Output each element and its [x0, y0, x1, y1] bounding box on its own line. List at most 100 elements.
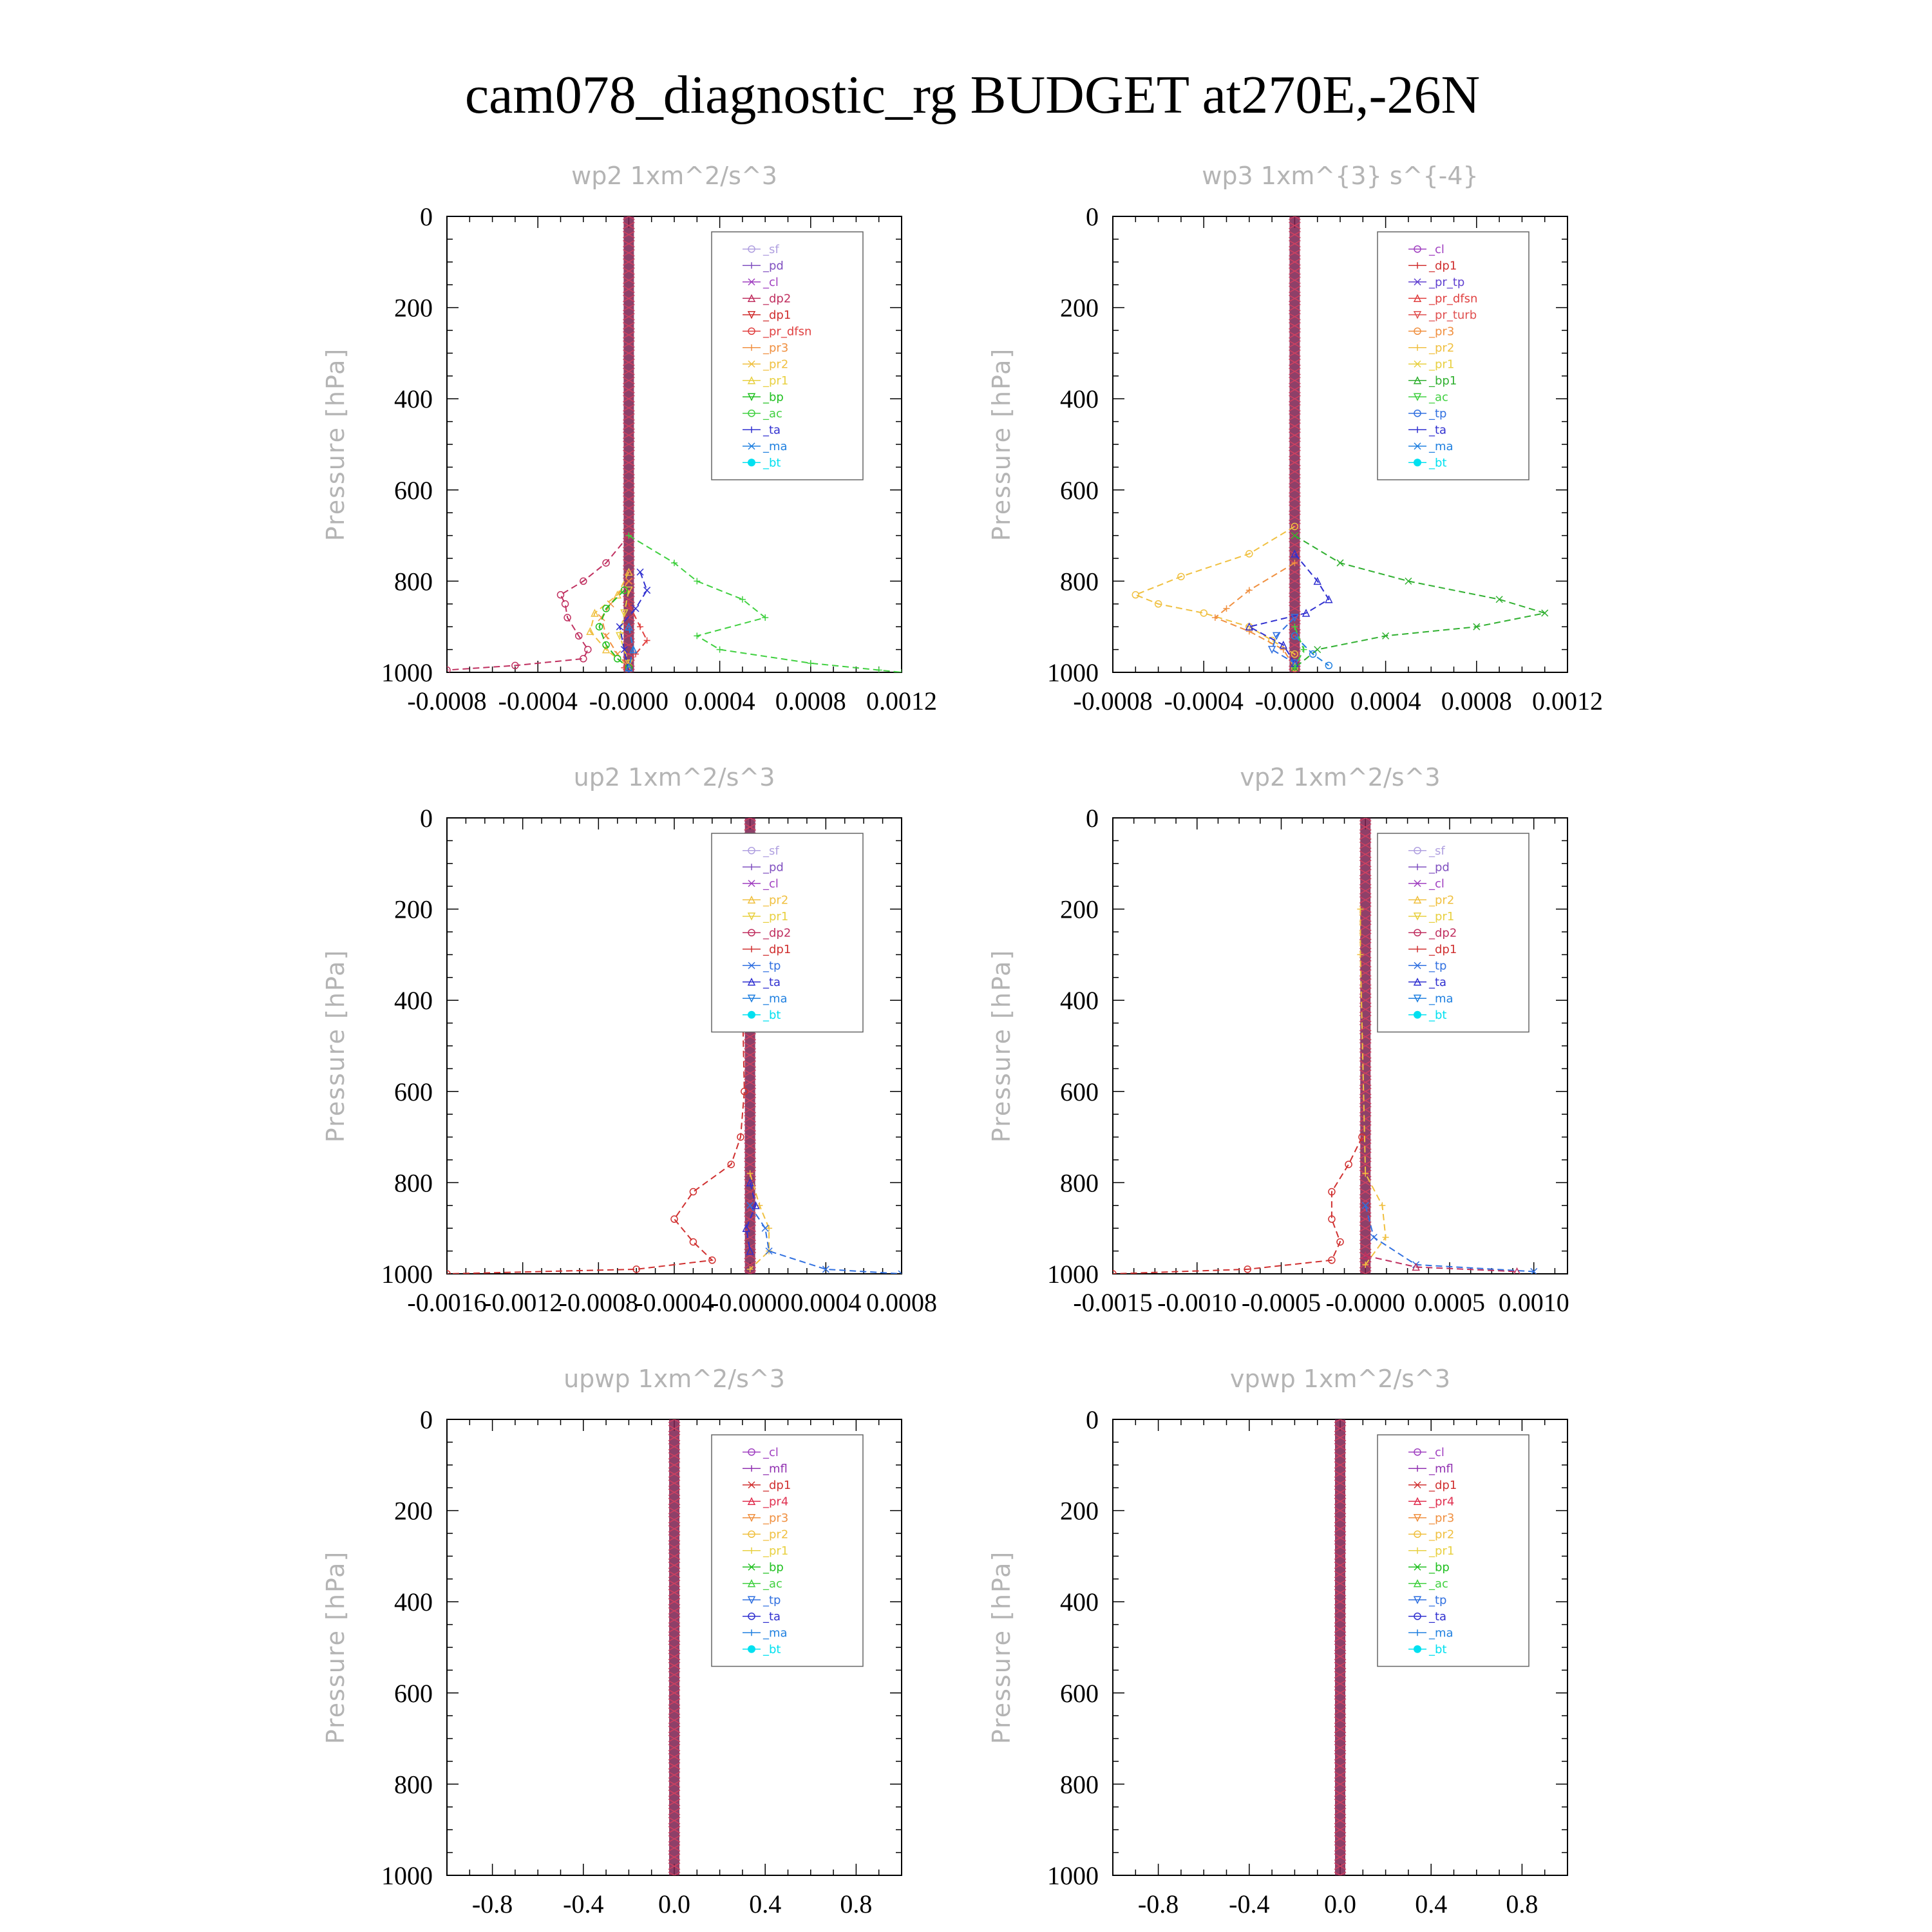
chart-panel-2: up2 1xm^2/s^3 Pressure [hPa] -0.0016-0.001…: [321, 763, 937, 1317]
legend-box: [711, 231, 864, 480]
series-point-_tp: [761, 1224, 769, 1232]
series-line-_tp: [1271, 617, 1296, 664]
legend-swatch-marker: [1414, 864, 1421, 871]
zero-profile-marker: [1334, 1571, 1347, 1578]
series-point-_tp: [1291, 614, 1299, 622]
zero-profile-marker: [1289, 395, 1301, 402]
series-point-_pr2: [1132, 591, 1140, 599]
zero-profile-marker: [1289, 568, 1301, 576]
legend-item-label: _pr1: [762, 1544, 788, 1558]
zero-profile-marker: [1289, 276, 1301, 284]
series-point-_pr2: [1245, 550, 1253, 558]
zero-profile-marker: [623, 216, 635, 220]
zero-profile-marker: [1334, 1826, 1347, 1833]
legend-box: [1377, 833, 1530, 1033]
series-point-_pr2: [1177, 573, 1185, 581]
series-point-_pr2: [766, 1225, 773, 1232]
zero-profile-marker: [1289, 605, 1301, 612]
zero-profile-marker: [623, 422, 635, 430]
zero-profile-marker: [1334, 1853, 1347, 1861]
legend: _sf _pd _cl _pr2 _pr1 _dp2 _dp1 _tp _ta _ma _bt: [1377, 833, 1530, 1033]
zero-profile-marker: [744, 1160, 757, 1168]
zero-profile-marker: [1359, 1206, 1372, 1214]
legend-swatch-marker: [747, 376, 756, 384]
zero-profile-marker: [1334, 1707, 1347, 1715]
series-point-_ta: [643, 587, 651, 594]
series-point-_ta: [636, 568, 644, 576]
zero-profile-marker: [1334, 1561, 1347, 1569]
legend-swatch-marker: [1414, 945, 1421, 952]
legend-item-label: _bt: [762, 1009, 781, 1022]
series-point-_dp1: [708, 1256, 716, 1264]
legend-swatch-marker: [747, 1497, 756, 1505]
zero-profile-marker: [668, 1598, 681, 1605]
series-line-_dp2: [1365, 1255, 1517, 1273]
zero-profile-marker: [1359, 1151, 1372, 1159]
series-point-_bp: [595, 623, 603, 630]
zero-profile-marker: [668, 1771, 681, 1779]
legend-item-label: _dp2: [762, 292, 791, 305]
zero-profile-marker: [1289, 249, 1301, 257]
y-tick-label: 400: [1060, 1587, 1099, 1616]
y-tick-label: 1000: [1047, 1260, 1099, 1289]
series-point-_pr2: [1379, 1202, 1386, 1209]
legend-item-label: _pr_turb: [1428, 308, 1477, 322]
y-tick-label: 400: [394, 1587, 433, 1616]
x-tick-label: 0.8: [1506, 1889, 1538, 1918]
series-point-_ma: [625, 663, 633, 672]
zero-profile-marker: [1334, 1525, 1347, 1533]
legend-swatch-marker: [748, 442, 755, 450]
legend-item-label: _tp: [1428, 407, 1446, 421]
series-point-_ta: [632, 605, 639, 612]
zero-profile-marker: [623, 231, 635, 238]
series-line-_ma: [1294, 635, 1329, 667]
legend-item-label: _ac: [1428, 390, 1448, 404]
series-point-_pr2: [1362, 1170, 1369, 1177]
x-tick-label: -0.4: [563, 1889, 603, 1918]
zero-profile-marker: [668, 1589, 681, 1596]
zero-profile-marker: [623, 395, 635, 402]
series-point-_pr2: [625, 567, 633, 576]
zero-profile-marker: [1334, 1698, 1347, 1706]
y-tick-label: 200: [1060, 294, 1099, 323]
series-point-_dp1: [1358, 1133, 1366, 1141]
zero-profile-marker: [668, 1506, 681, 1515]
zero-profile-marker: [1289, 331, 1301, 339]
series-point-_ac: [1300, 646, 1307, 653]
zero-profile-marker: [623, 276, 635, 284]
series-point-_pr2: [1200, 609, 1208, 617]
zero-profile-marker: [744, 1051, 757, 1059]
legend-item-label: _pr3: [1428, 325, 1454, 338]
legend-item-label: _pd: [762, 860, 784, 874]
zero-profile-marker: [1289, 404, 1301, 412]
y-tick-label: 0: [420, 202, 433, 231]
legend-swatch-marker: [1414, 1448, 1421, 1456]
series-point-_tp: [898, 1270, 902, 1274]
zero-profile-marker: [623, 313, 635, 321]
zero-profile-marker: [668, 1534, 681, 1542]
legend-item-label: _tp: [762, 959, 781, 972]
zero-profile-marker: [1334, 1616, 1347, 1624]
zero-profile-marker: [668, 1552, 681, 1560]
legend-swatch-marker: [1413, 1514, 1422, 1522]
zero-profile-marker: [1334, 1817, 1347, 1824]
series-point-_dp2: [561, 600, 569, 608]
x-tick-label: -0.0000: [1326, 1288, 1405, 1317]
y-axis-label: Pressure [hPa]: [321, 949, 350, 1143]
series-point-_pr2: [601, 645, 611, 654]
zero-profile-marker: [1334, 1808, 1347, 1815]
series-point-_pr1: [620, 609, 629, 618]
y-tick-label: 800: [394, 1770, 433, 1799]
zero-profile-marker: [744, 1133, 757, 1141]
zero-profile-marker: [668, 1425, 681, 1432]
legend-swatch-marker: [1413, 393, 1422, 401]
zero-profile-marker: [623, 440, 635, 448]
x-tick-label: 0.4: [749, 1889, 781, 1918]
legend-item-label: _ac: [762, 407, 782, 421]
zero-profile-marker: [668, 1561, 681, 1569]
legend-box: [711, 1434, 864, 1667]
zero-profile-marker: [1289, 641, 1301, 649]
zero-profile-marker: [744, 1097, 757, 1104]
zero-profile-marker: [1289, 386, 1301, 393]
legend-swatch-marker: [747, 1579, 756, 1587]
